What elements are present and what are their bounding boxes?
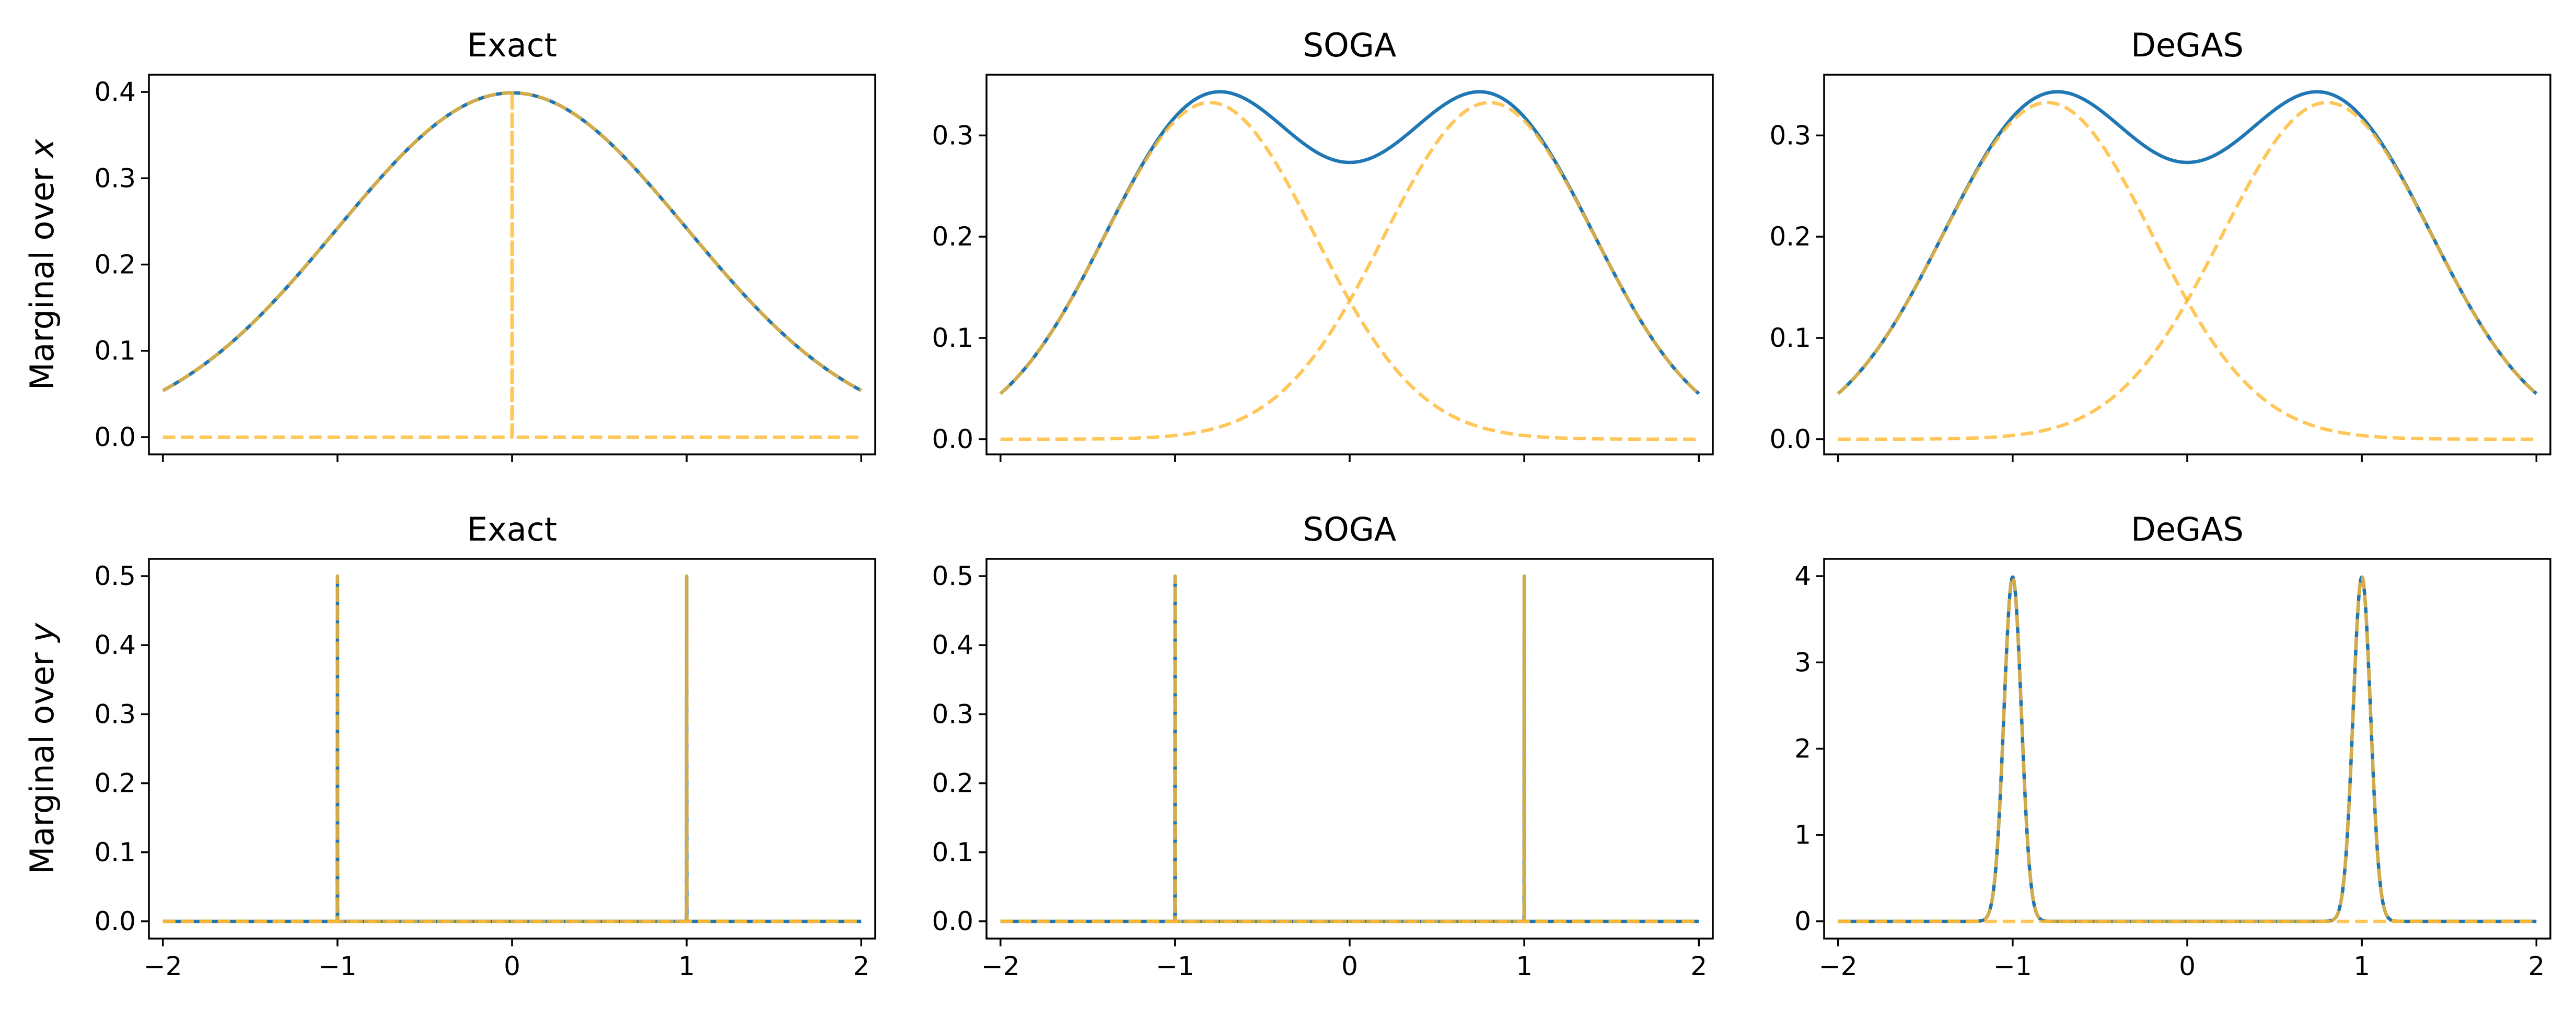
component-line-2 bbox=[163, 574, 862, 923]
y-tick-label: 0.3 bbox=[94, 699, 136, 729]
y-tick-label: 0.2 bbox=[94, 768, 136, 799]
subplot-title: DeGAS bbox=[2131, 26, 2244, 64]
y-tick-label: 1 bbox=[1794, 820, 1811, 850]
x-tick-label: 2 bbox=[853, 951, 869, 981]
component-line-2 bbox=[1837, 101, 2538, 441]
component-line-2 bbox=[1000, 574, 1699, 923]
axes-frame bbox=[1823, 74, 2551, 455]
subplot-title: SOGA bbox=[1303, 510, 1397, 548]
x-tick-label: 1 bbox=[2353, 951, 2370, 981]
subplot-2: 0.0 0.1 0.2 0.3 SOGA bbox=[932, 26, 1714, 462]
component-line-1 bbox=[161, 91, 863, 392]
y-tick-label: 0.4 bbox=[94, 630, 136, 660]
y-tick-label: 0.4 bbox=[932, 630, 973, 660]
component-line-2 bbox=[1837, 575, 2538, 923]
y-tick-label: 0.2 bbox=[932, 221, 973, 252]
y-tick-label: 3 bbox=[1794, 647, 1811, 677]
x-tick-label: −2 bbox=[144, 951, 182, 981]
subplot-1: 0.0 0.1 0.2 0.3 0.4 Exact Marginal over x bbox=[23, 26, 876, 462]
subplot-title: Exact bbox=[467, 26, 557, 64]
y-tick-label: 0.0 bbox=[94, 422, 136, 452]
y-tick-label: 0.3 bbox=[932, 120, 973, 150]
y-tick-label: 0.1 bbox=[94, 336, 136, 366]
y-tick-label: 4 bbox=[1794, 561, 1811, 591]
x-tick-label: 1 bbox=[678, 951, 695, 981]
component-line-2 bbox=[999, 101, 1700, 441]
component-line-1 bbox=[1837, 101, 2538, 441]
y-tick-label: 0.1 bbox=[94, 837, 136, 868]
density-line-0 bbox=[999, 90, 1700, 395]
y-tick-label: 0.0 bbox=[932, 906, 973, 936]
component-line-1 bbox=[1000, 574, 1699, 923]
x-tick-label: −1 bbox=[318, 951, 357, 981]
subplot-3: 0.0 0.1 0.2 0.3 DeGAS bbox=[1769, 26, 2551, 462]
y-tick-label: 0.2 bbox=[1769, 221, 1811, 252]
density-line-0 bbox=[1837, 90, 2538, 395]
y-tick-label: 0.1 bbox=[932, 323, 973, 353]
x-tick-label: −1 bbox=[1156, 951, 1194, 981]
x-tick-label: −1 bbox=[1993, 951, 2032, 981]
y-tick-label: 0.4 bbox=[94, 77, 136, 107]
y-axis-label: Marginal over x bbox=[23, 138, 61, 391]
subplot-5: −2 −1 0 1 2 0.0 0.1 0.2 0.3 0.4 0.5 SOGA bbox=[932, 510, 1714, 981]
component-line-1 bbox=[999, 101, 1700, 441]
y-tick-label: 0.1 bbox=[1769, 323, 1811, 353]
y-tick-label: 0.1 bbox=[932, 837, 973, 868]
y-tick-label: 0.0 bbox=[94, 906, 136, 936]
axes-frame bbox=[1823, 558, 2551, 940]
axes-frame bbox=[985, 558, 1714, 940]
x-tick-label: 0 bbox=[1341, 951, 1358, 981]
component-line-1 bbox=[163, 574, 862, 923]
component-line-1 bbox=[1837, 575, 2538, 923]
density-line-0 bbox=[1837, 575, 2538, 923]
y-tick-label: 0.5 bbox=[932, 561, 973, 591]
subplot-6: −2 −1 0 1 2 0 1 2 3 4 DeGAS bbox=[1794, 510, 2551, 981]
x-tick-label: −2 bbox=[1819, 951, 1858, 981]
y-tick-label: 0 bbox=[1794, 906, 1811, 936]
y-tick-label: 0.0 bbox=[1769, 424, 1811, 454]
subplot-title: SOGA bbox=[1303, 26, 1397, 64]
component-line-2 bbox=[163, 91, 862, 439]
y-tick-label: 0.5 bbox=[94, 561, 136, 591]
y-tick-label: 0.2 bbox=[932, 768, 973, 799]
y-tick-label: 0.2 bbox=[94, 250, 136, 280]
subplot-title: Exact bbox=[467, 510, 557, 548]
x-tick-label: 0 bbox=[2179, 951, 2196, 981]
x-tick-label: 2 bbox=[2528, 951, 2545, 981]
x-tick-label: 1 bbox=[1516, 951, 1533, 981]
axes-frame bbox=[985, 74, 1714, 455]
y-tick-label: 0.3 bbox=[94, 163, 136, 193]
density-line-0 bbox=[1000, 574, 1699, 923]
x-tick-label: −2 bbox=[981, 951, 1020, 981]
axes-frame bbox=[148, 558, 876, 940]
y-tick-label: 2 bbox=[1794, 734, 1811, 764]
subplot-title: DeGAS bbox=[2131, 510, 2244, 548]
y-tick-label: 0.3 bbox=[932, 699, 973, 729]
y-axis-label: Marginal over y bbox=[23, 623, 61, 875]
y-tick-label: 0.3 bbox=[1769, 120, 1811, 150]
y-tick-label: 0.0 bbox=[932, 424, 973, 454]
x-tick-label: 2 bbox=[1690, 951, 1707, 981]
subplot-4: −2 −1 0 1 2 0.0 0.1 0.2 0.3 0.4 0.5 Exact Marginal o… bbox=[23, 510, 876, 981]
density-line-0 bbox=[163, 574, 862, 923]
x-tick-label: 0 bbox=[504, 951, 520, 981]
